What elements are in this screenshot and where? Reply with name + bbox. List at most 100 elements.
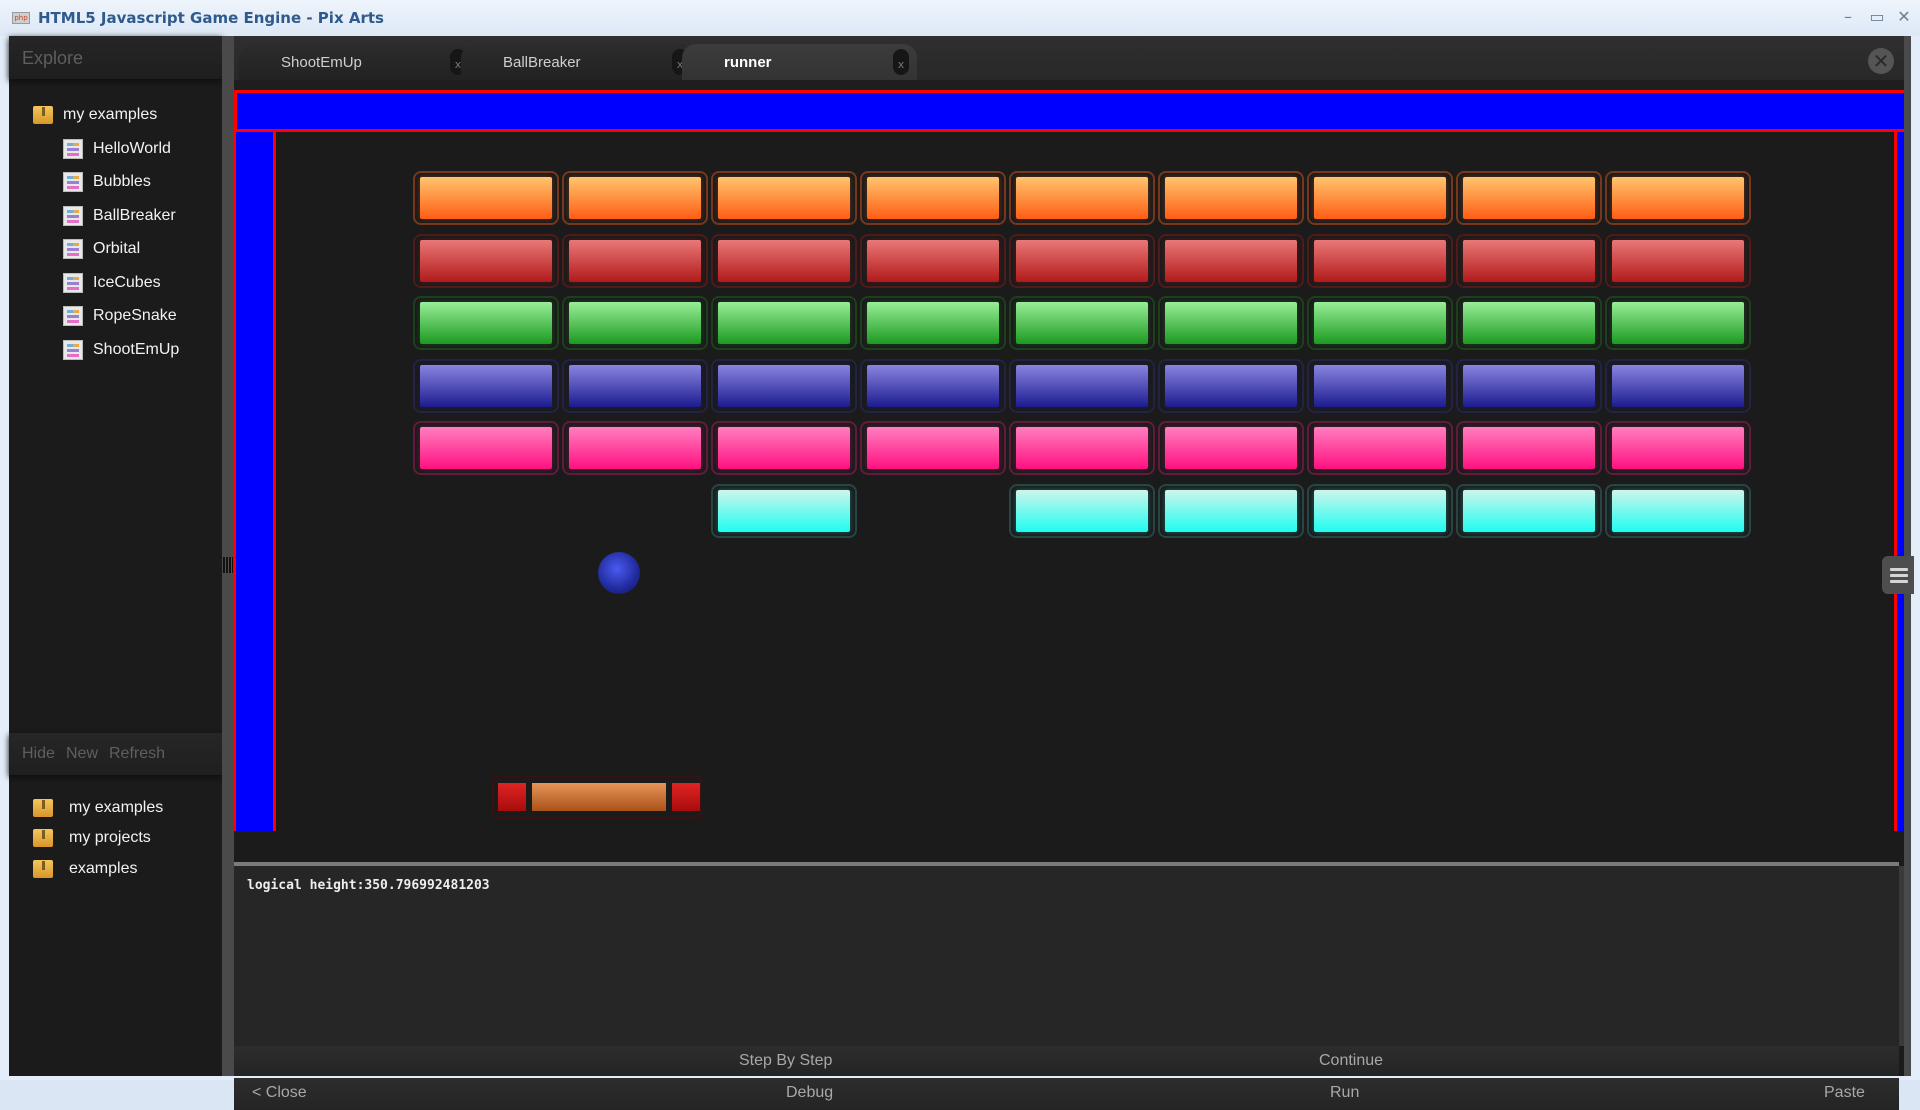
title-bar: php HTML5 Javascript Game Engine - Pix A…	[0, 0, 1920, 36]
brick-pink	[1165, 427, 1297, 469]
brick-frame	[413, 296, 559, 350]
brick-cyan	[1165, 490, 1297, 532]
brick-frame	[413, 359, 559, 413]
tab-close-button[interactable]: x	[893, 49, 909, 75]
hamburger-line	[1890, 580, 1908, 583]
new-button[interactable]: New	[66, 745, 99, 762]
brick-blue	[867, 365, 999, 407]
brick-blue	[1016, 365, 1148, 407]
tab-label: runner	[724, 54, 772, 71]
brick-frame	[1009, 359, 1155, 413]
brick-frame	[1158, 421, 1304, 475]
brick-frame	[1307, 421, 1453, 475]
brick-blue	[420, 365, 552, 407]
brick-frame	[711, 296, 857, 350]
tree-root-my-examples[interactable]: my examples	[33, 102, 157, 128]
brick-frame	[1307, 296, 1453, 350]
brick-frame	[1605, 234, 1751, 288]
folder-icon	[33, 106, 53, 124]
brick-pink	[420, 427, 552, 469]
brick-frame	[1307, 234, 1453, 288]
brick-blue	[1165, 365, 1297, 407]
brick-frame	[1009, 234, 1155, 288]
brick-red	[1612, 240, 1744, 282]
brick-frame	[1605, 296, 1751, 350]
window-close-button[interactable]: ✕	[1897, 7, 1911, 26]
project-my-projects[interactable]: my projects	[33, 824, 151, 852]
close-all-icon[interactable]: ✕	[1868, 48, 1894, 74]
brick-frame	[562, 296, 708, 350]
project-my-examples[interactable]: my examples	[33, 794, 163, 822]
brick-frame	[711, 234, 857, 288]
splitter-grip-icon[interactable]	[223, 557, 233, 573]
minimize-button[interactable]: –	[1844, 7, 1852, 26]
brick-frame	[1307, 484, 1453, 538]
brick-frame	[860, 171, 1006, 225]
brick-cyan	[718, 490, 850, 532]
explore-title: Explore	[22, 48, 84, 68]
console-scrollbar[interactable]	[1899, 866, 1904, 1046]
tree-item-label: HelloWorld	[93, 140, 171, 157]
script-file-icon	[63, 273, 83, 293]
brick-frame	[1456, 234, 1602, 288]
brick-frame	[562, 359, 708, 413]
brick-frame	[1456, 171, 1602, 225]
brick-green	[1612, 302, 1744, 344]
brick-frame	[1009, 171, 1155, 225]
maximize-button[interactable]: ▭	[1869, 7, 1885, 26]
continue-button[interactable]: Continue	[1319, 1052, 1384, 1069]
brick-frame	[1158, 171, 1304, 225]
brick-frame	[1158, 234, 1304, 288]
hide-button[interactable]: Hide	[22, 745, 55, 762]
editor-main: ShootEmUp x BallBreaker x runner x ✕ lo	[234, 36, 1904, 1110]
script-file-icon	[63, 139, 83, 159]
tab-shootemup[interactable]: ShootEmUp x	[239, 44, 474, 80]
brick-frame	[1456, 484, 1602, 538]
tab-ballbreaker[interactable]: BallBreaker x	[461, 44, 696, 80]
brick-red	[1463, 240, 1595, 282]
brick-red	[867, 240, 999, 282]
brick-cyan	[1016, 490, 1148, 532]
refresh-button[interactable]: Refresh	[109, 745, 166, 762]
step-by-step-button[interactable]: Step By Step	[739, 1052, 833, 1069]
tree-item-ropesnake[interactable]: RopeSnake	[63, 303, 177, 329]
sidebar-splitter[interactable]	[222, 36, 234, 1076]
tab-label: BallBreaker	[503, 54, 581, 71]
brick-red	[1016, 240, 1148, 282]
console-output: logical height:350.796992481203	[234, 866, 1899, 1046]
brick-frame	[711, 171, 857, 225]
brick-frame	[413, 421, 559, 475]
left-wall	[234, 132, 276, 831]
tree-item-ballbreaker[interactable]: BallBreaker	[63, 203, 176, 229]
brick-green	[1463, 302, 1595, 344]
brick-red	[718, 240, 850, 282]
debug-button[interactable]: Debug	[786, 1084, 834, 1101]
brick-green	[718, 302, 850, 344]
tree-item-orbital[interactable]: Orbital	[63, 236, 140, 262]
tree-item-helloworld[interactable]: HelloWorld	[63, 136, 171, 162]
tree-item-bubbles[interactable]: Bubbles	[63, 169, 151, 195]
tree-item-icecubes[interactable]: IceCubes	[63, 270, 161, 296]
tree-item-shootemup[interactable]: ShootEmUp	[63, 337, 179, 363]
paddle-right-cap	[672, 783, 700, 811]
app-icon: php	[12, 12, 30, 24]
brick-cyan	[1314, 490, 1446, 532]
script-file-icon	[63, 239, 83, 259]
side-panel-toggle[interactable]	[1882, 556, 1914, 594]
tab-bar: ShootEmUp x BallBreaker x runner x ✕	[234, 36, 1904, 80]
brick-pink	[1612, 427, 1744, 469]
tab-runner[interactable]: runner x	[682, 44, 917, 80]
brick-frame	[860, 421, 1006, 475]
hamburger-menu-icon	[1890, 568, 1908, 571]
run-button[interactable]: Run	[1330, 1084, 1360, 1101]
close-button[interactable]: < Close	[252, 1084, 307, 1101]
brick-frame	[860, 296, 1006, 350]
project-examples[interactable]: examples	[33, 855, 137, 883]
brick-frame	[562, 421, 708, 475]
brick-pink	[1314, 427, 1446, 469]
game-canvas[interactable]	[234, 90, 1904, 870]
console-divider[interactable]	[234, 862, 1899, 866]
brick-orange	[1314, 177, 1446, 219]
brick-frame	[711, 484, 857, 538]
paste-button[interactable]: Paste	[1824, 1084, 1865, 1101]
